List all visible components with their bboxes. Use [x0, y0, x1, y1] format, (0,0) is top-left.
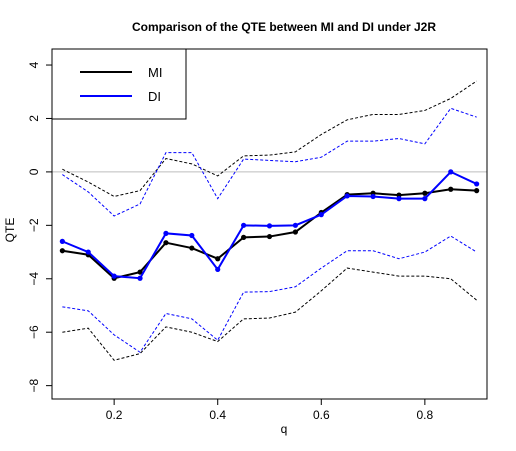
mi-point — [137, 269, 143, 275]
x-axis-label: q — [281, 422, 288, 436]
mi-point — [422, 190, 428, 196]
y-tick-label: −4 — [27, 272, 41, 286]
di-lower-bound-line — [62, 235, 477, 353]
di-upper-bound-line — [62, 107, 477, 217]
di-point — [318, 212, 324, 218]
di-point — [85, 249, 91, 255]
y-tick-label: −6 — [27, 325, 41, 339]
di-point — [163, 230, 169, 236]
x-tick-label: 0.2 — [106, 408, 123, 422]
di-point — [344, 193, 350, 199]
di-point — [59, 238, 65, 244]
di-point — [266, 223, 273, 229]
mi-point — [448, 186, 454, 192]
legend: MI DI — [51, 48, 187, 120]
di-point — [292, 222, 298, 228]
y-axis-label: QTE — [3, 218, 17, 243]
chart-title: Comparison of the QTE between MI and DI … — [132, 20, 436, 34]
mi-upper-bound-line — [62, 80, 477, 198]
mi-series-line — [62, 188, 477, 280]
di-point — [396, 196, 402, 202]
di-point — [474, 181, 480, 187]
x-tick-label: 0.6 — [313, 408, 330, 422]
di-point — [137, 275, 143, 281]
y-tick-label: −2 — [27, 218, 41, 232]
mi-lower-bound-line — [62, 267, 477, 361]
y-tick-label: 0 — [27, 168, 41, 175]
mi-point — [474, 188, 480, 194]
x-tick-label: 0.4 — [209, 408, 226, 422]
x-tick-label: 0.8 — [417, 408, 434, 422]
di-point — [370, 193, 376, 200]
legend-label-di: DI — [148, 89, 161, 104]
y-tick-label: −8 — [27, 378, 41, 392]
mi-point — [59, 248, 65, 254]
plot-frame — [51, 48, 488, 400]
legend-box — [51, 48, 187, 120]
y-tick-label: 4 — [27, 61, 41, 68]
plot-area: 0.2 0.4 0.6 0.8 −8 −6 −4 −2 0 2 4 MI DI — [27, 48, 488, 422]
di-point — [111, 273, 117, 279]
y-tick-label: 2 — [27, 115, 41, 122]
di-point — [189, 232, 195, 239]
di-point — [448, 169, 454, 175]
di-point — [241, 222, 247, 228]
di-point — [215, 266, 221, 273]
mi-point — [215, 256, 221, 262]
legend-label-mi: MI — [148, 65, 162, 80]
mi-point — [163, 240, 169, 246]
mi-point — [241, 234, 247, 240]
mi-point — [266, 233, 273, 240]
mi-point — [189, 245, 195, 251]
mi-point — [292, 229, 298, 235]
di-point — [422, 196, 428, 202]
